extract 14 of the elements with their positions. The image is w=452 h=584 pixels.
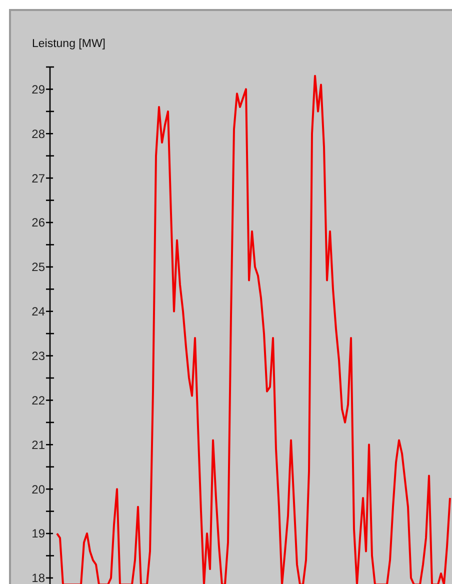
y-tick-label: 28 (32, 126, 46, 141)
y-tick-label: 18 (32, 571, 46, 584)
y-tick-label: 29 (32, 82, 46, 96)
y-tick-label: 25 (32, 260, 46, 274)
y-axis-title: Leistung [MW] (32, 38, 106, 50)
y-tick-label: 23 (32, 348, 46, 363)
y-tick-label: 27 (32, 171, 46, 186)
y-tick-label: 20 (32, 482, 46, 496)
y-tick-label: 21 (32, 438, 46, 452)
y-tick-label: 26 (32, 216, 46, 230)
y-tick-label: 22 (32, 393, 46, 408)
y-tick-label: 19 (32, 526, 46, 541)
y-tick-label: 24 (32, 304, 46, 319)
line-series (56, 74, 451, 584)
